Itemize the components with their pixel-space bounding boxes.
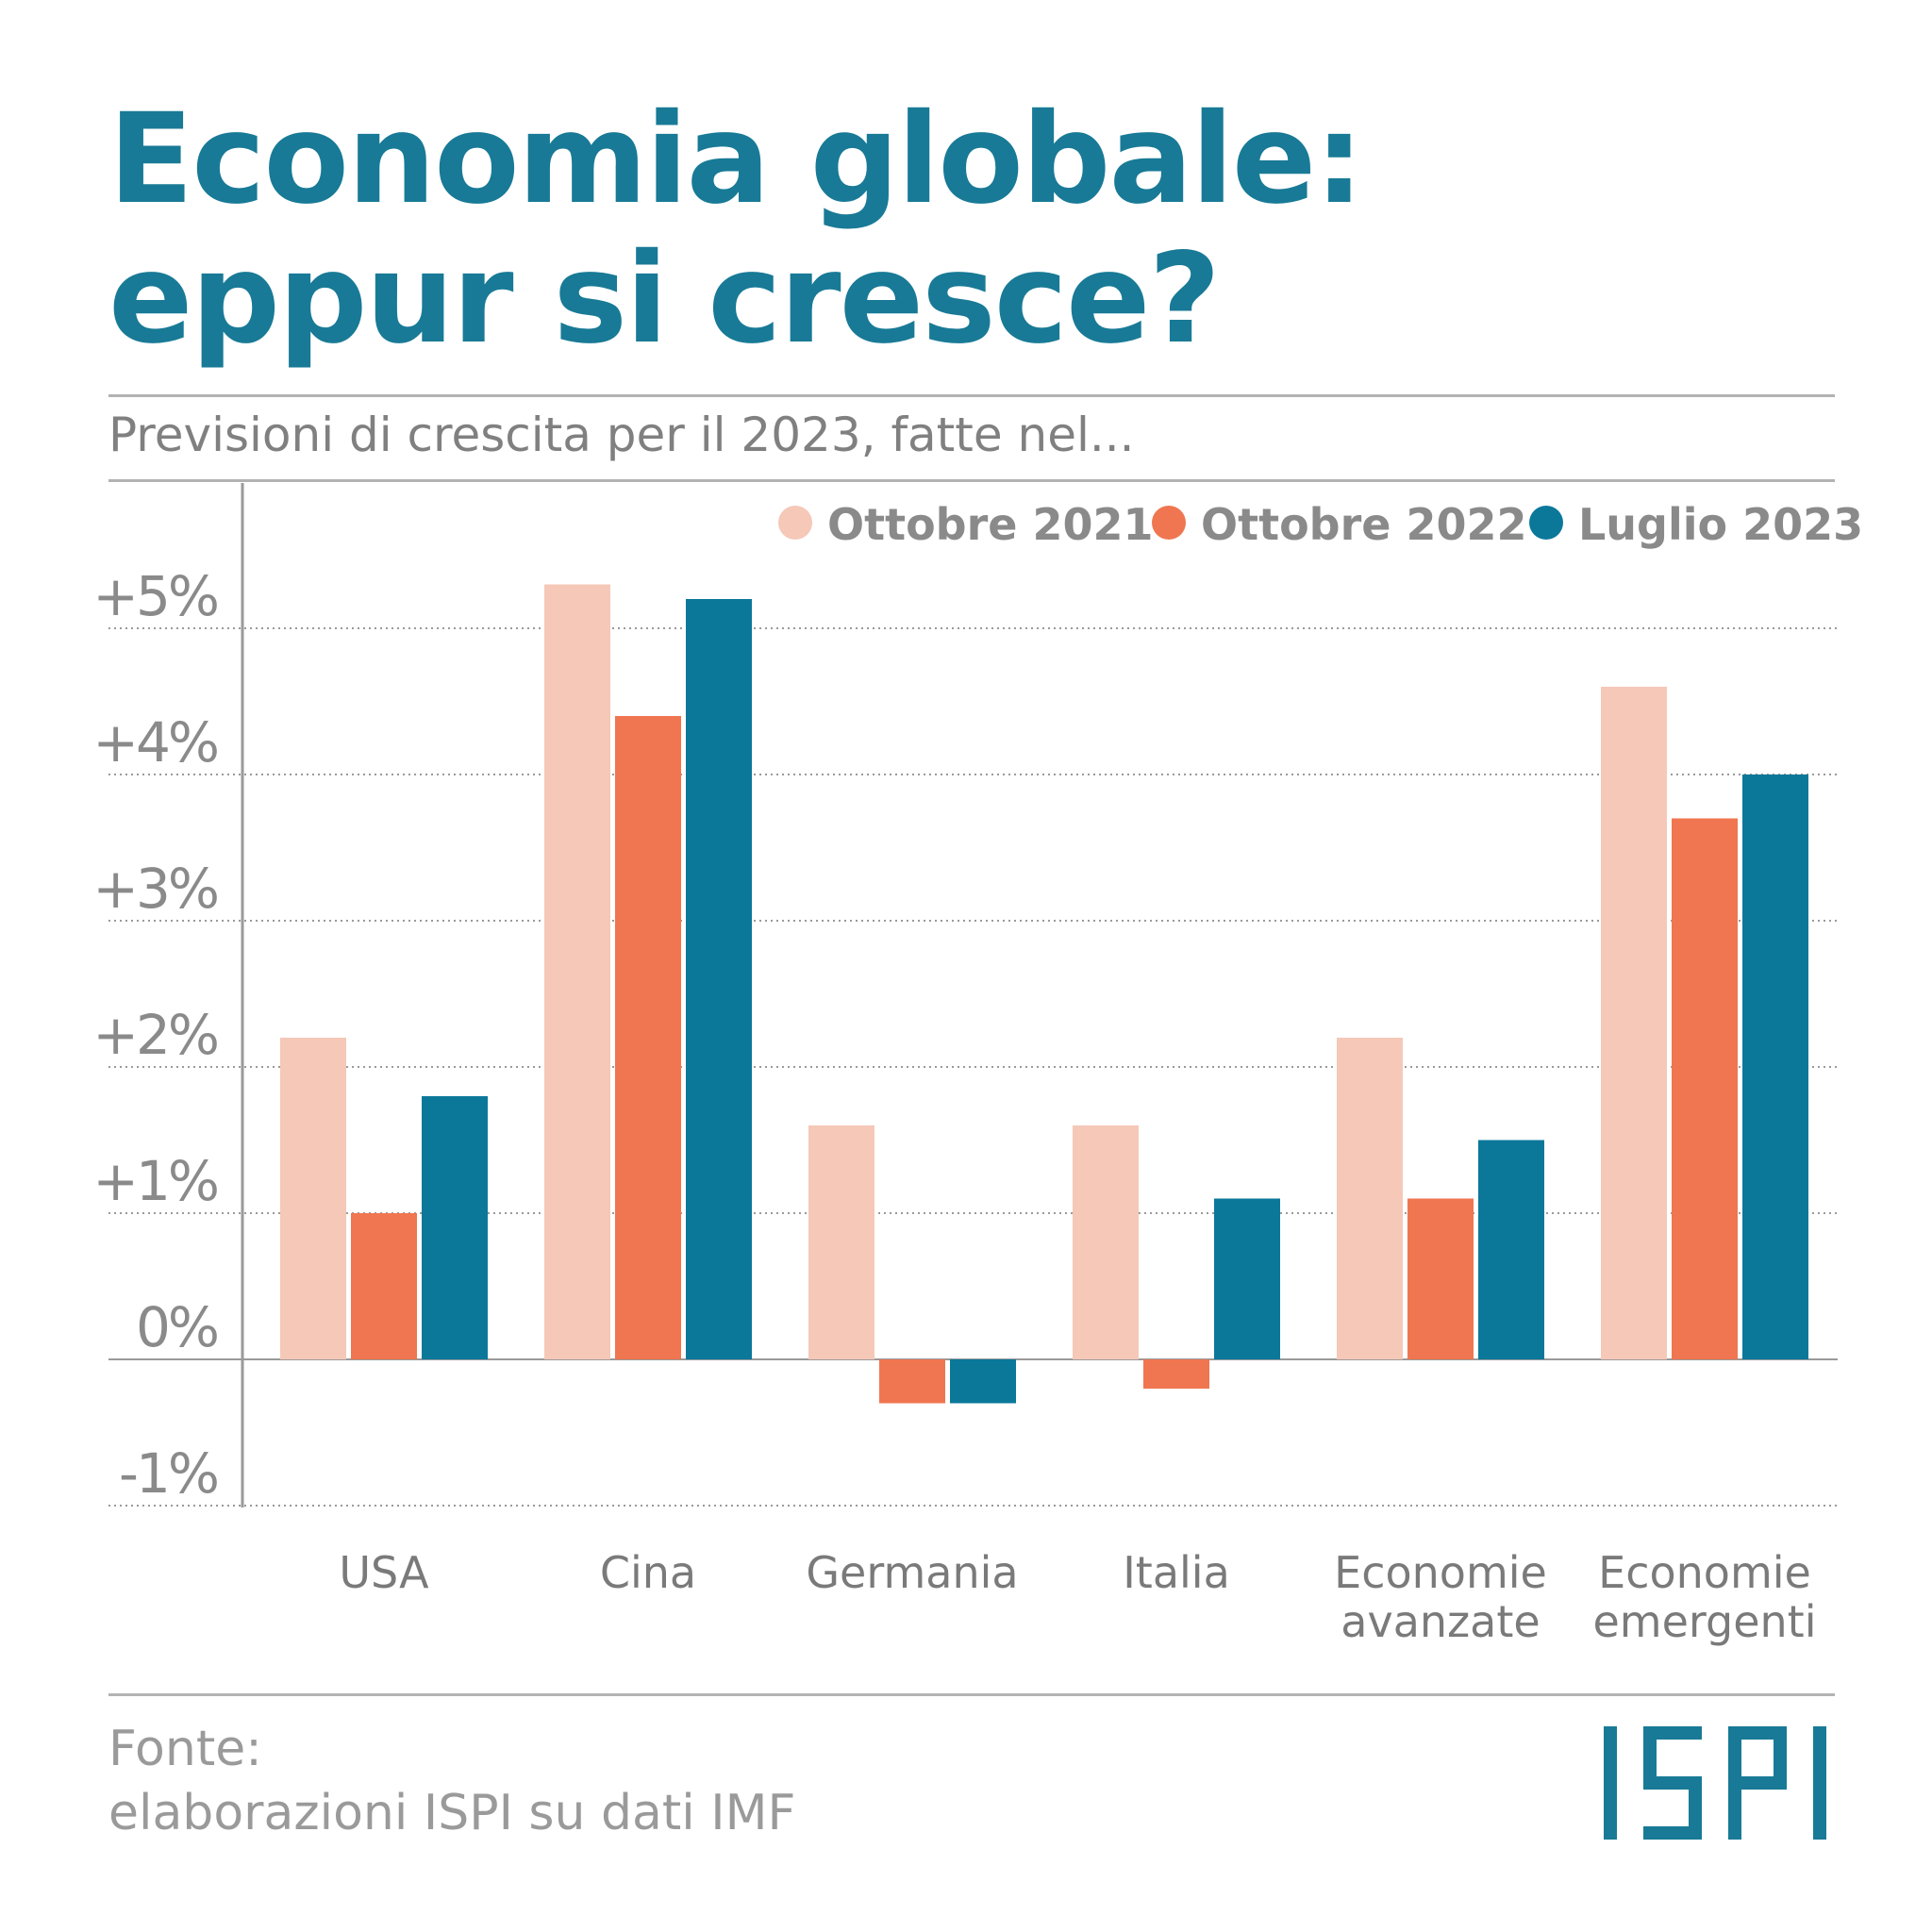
legend-label: Luglio 2023: [1578, 499, 1863, 550]
x-category-label-line: Economie: [1334, 1547, 1547, 1598]
x-category-label: Economie emergenti: [1593, 1547, 1817, 1647]
bar: [351, 1213, 417, 1359]
legend-marker: [778, 506, 812, 540]
x-category-label-line: Cina: [600, 1547, 696, 1598]
bar: [1214, 1198, 1280, 1359]
title-line-2: eppur si cresce?: [108, 226, 1221, 372]
legend-label: Ottobre 2021: [827, 499, 1154, 550]
title-line-1: Economia globale:: [108, 87, 1364, 232]
bar: [615, 716, 681, 1359]
x-category-label: Economie avanzate: [1334, 1547, 1547, 1647]
bar: [544, 584, 610, 1359]
bar: [1073, 1125, 1139, 1359]
x-category-label-line: avanzate: [1341, 1596, 1540, 1647]
source-text: elaborazioni ISPI su dati IMF: [108, 1785, 796, 1841]
y-tick-label: +2%: [92, 1003, 217, 1067]
legend-marker: [1152, 506, 1186, 540]
legend-label: Ottobre 2022: [1201, 499, 1527, 550]
bar: [1407, 1198, 1474, 1359]
y-tick-label: 0%: [136, 1295, 217, 1359]
x-category-label: Germania: [806, 1547, 1018, 1598]
y-tick-label: +5%: [92, 564, 217, 628]
divider-bottom: [108, 1693, 1835, 1696]
y-tick-label: +4%: [92, 710, 217, 774]
bar: [1742, 774, 1808, 1359]
ispi-logo: [1604, 1726, 1826, 1840]
x-category-label: USA: [339, 1547, 429, 1598]
bar: [1478, 1140, 1544, 1359]
y-tick-label: +3%: [92, 857, 217, 921]
bar: [808, 1125, 874, 1359]
y-tick-label: +1%: [92, 1149, 217, 1213]
source-note: Fonte: elaborazioni ISPI su dati IMF: [108, 1717, 795, 1845]
x-category-label-line: Economie: [1598, 1547, 1811, 1598]
bar-chart: +5% +4% +3% +2% +1% 0% -1% USA Cina Germania Itali…: [92, 483, 1863, 1647]
bar: [686, 599, 752, 1359]
x-category-label-line: Germania: [806, 1547, 1018, 1598]
x-category-label: Cina: [600, 1547, 696, 1598]
source-label: Fonte:: [108, 1721, 262, 1777]
bar: [1143, 1359, 1209, 1389]
divider-top: [108, 394, 1835, 397]
bar: [1337, 1038, 1403, 1359]
legend-marker: [1529, 506, 1563, 540]
divider-subtitle: [108, 479, 1835, 482]
chart-title: Economia globale: eppur si cresce?: [108, 90, 1854, 369]
bar: [1601, 687, 1667, 1359]
bar: [950, 1359, 1016, 1404]
bar: [879, 1359, 945, 1404]
x-category-label-line: Italia: [1123, 1547, 1230, 1598]
x-category-label-line: USA: [339, 1547, 429, 1598]
chart-subtitle: Previsioni di crescita per il 2023, fatt…: [108, 408, 1135, 462]
x-category-label-line: emergenti: [1593, 1596, 1817, 1647]
bar: [422, 1096, 488, 1359]
y-tick-label: -1%: [119, 1441, 217, 1506]
bar: [1672, 818, 1738, 1359]
bar: [280, 1038, 346, 1359]
x-category-label: Italia: [1123, 1547, 1230, 1598]
